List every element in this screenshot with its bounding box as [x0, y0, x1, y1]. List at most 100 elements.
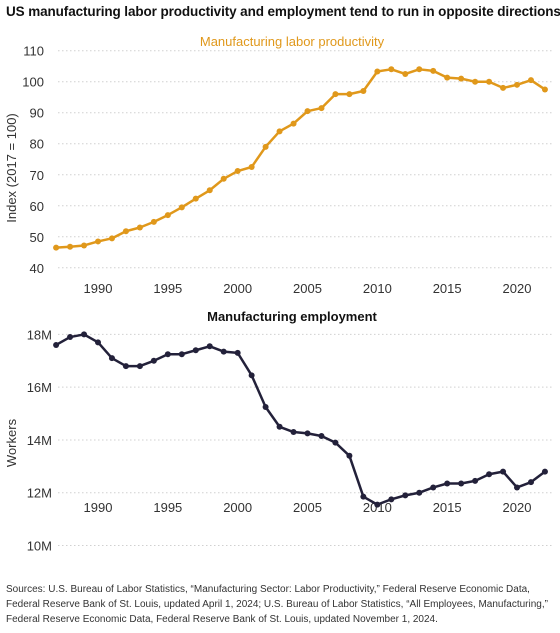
x-tick-label: 2015: [433, 281, 462, 296]
data-point: [234, 168, 241, 175]
y-tick-label: 14M: [27, 433, 52, 448]
data-point: [95, 238, 101, 245]
data-point: [262, 143, 269, 150]
data-point: [206, 343, 213, 350]
data-point: [332, 439, 339, 446]
employment-y-axis-label: Workers: [4, 418, 19, 467]
x-tick-label: 2020: [503, 500, 532, 515]
data-point: [248, 164, 255, 171]
data-point: [136, 224, 143, 231]
y-tick-label: 50: [30, 230, 44, 245]
y-tick-label: 110: [23, 44, 44, 59]
data-point: [234, 349, 241, 356]
data-point: [318, 433, 325, 439]
data-point: [346, 91, 353, 98]
data-point: [444, 74, 451, 81]
data-point: [220, 348, 227, 355]
data-point: [472, 477, 479, 484]
data-point: [458, 75, 465, 82]
data-point: [444, 480, 451, 487]
data-point: [514, 81, 521, 88]
productivity-y-axis-label: Index (2017 = 100): [4, 113, 19, 223]
data-point: [150, 357, 157, 364]
data-point: [304, 430, 311, 437]
data-point: [430, 67, 437, 74]
data-point: [388, 496, 395, 503]
data-point: [541, 468, 548, 475]
data-point: [53, 244, 60, 251]
productivity-panel: 40 50 60 70 80 90 100 110 1990 1995 2000 2005 2010 2…: [4, 34, 552, 296]
x-tick-label: 2010: [363, 281, 392, 296]
data-point: [150, 218, 157, 225]
data-point: [192, 195, 199, 202]
data-point: [332, 91, 339, 98]
x-tick-label: 2005: [293, 500, 322, 515]
x-tick-label: 1995: [153, 500, 182, 515]
y-tick-label: 90: [30, 106, 44, 121]
data-point: [192, 347, 199, 354]
y-tick-label: 18M: [27, 327, 52, 342]
data-point: [95, 339, 101, 346]
x-tick-label: 2005: [293, 281, 322, 296]
data-point: [53, 341, 60, 348]
chart-canvas: 40 50 60 70 80 90 100 110 1990 1995 2000 2005 2010 2…: [4, 34, 552, 554]
data-point: [416, 489, 423, 496]
productivity-points: [53, 66, 548, 251]
data-point: [290, 429, 297, 436]
data-point: [164, 212, 171, 219]
data-point: [318, 105, 325, 112]
data-point: [486, 471, 493, 478]
data-point: [304, 108, 311, 115]
employment-series-label: Manufacturing employment: [207, 309, 377, 324]
data-point: [541, 86, 548, 93]
data-point: [67, 243, 74, 250]
data-point: [527, 77, 534, 84]
data-point: [108, 235, 115, 242]
data-point: [472, 78, 479, 85]
data-point: [248, 372, 255, 379]
data-point: [67, 334, 74, 341]
data-point: [108, 355, 115, 362]
employment-y-ticks: 10M 12M 14M 16M 18M: [27, 327, 52, 553]
data-point: [402, 492, 409, 499]
data-point: [514, 484, 521, 491]
productivity-series-label: Manufacturing labor productivity: [200, 34, 385, 49]
data-point: [374, 501, 381, 508]
data-point: [430, 484, 437, 491]
data-point: [136, 363, 143, 370]
data-point: [276, 128, 283, 135]
x-tick-label: 2015: [433, 500, 462, 515]
x-tick-label: 1990: [84, 281, 113, 296]
y-tick-label: 100: [22, 75, 44, 90]
data-point: [206, 187, 213, 194]
data-point: [458, 480, 465, 487]
x-tick-label: 2000: [223, 500, 252, 515]
productivity-y-ticks: 40 50 60 70 80 90 100 110: [22, 44, 44, 276]
data-point: [164, 351, 171, 358]
productivity-grid: [58, 50, 552, 269]
productivity-x-ticks: 1990 1995 2000 2005 2010 2015 2020: [84, 281, 532, 296]
data-point: [262, 403, 269, 410]
data-point: [81, 331, 88, 338]
employment-line: [55, 333, 546, 506]
chart-title: US manufacturing labor productivity and …: [6, 4, 560, 19]
y-tick-label: 60: [30, 199, 44, 214]
data-point: [290, 120, 297, 127]
data-point: [500, 468, 507, 475]
data-point: [122, 363, 129, 370]
x-tick-label: 2020: [503, 281, 532, 296]
data-point: [486, 78, 493, 85]
data-point: [360, 493, 367, 500]
data-point: [416, 66, 423, 73]
y-tick-label: 12M: [27, 486, 52, 501]
y-tick-label: 10M: [27, 539, 52, 554]
data-point: [220, 175, 227, 182]
data-point: [388, 66, 395, 73]
data-point: [178, 351, 185, 358]
data-point: [402, 70, 409, 77]
data-point: [500, 84, 507, 91]
data-point: [122, 228, 129, 235]
data-point: [178, 204, 185, 211]
